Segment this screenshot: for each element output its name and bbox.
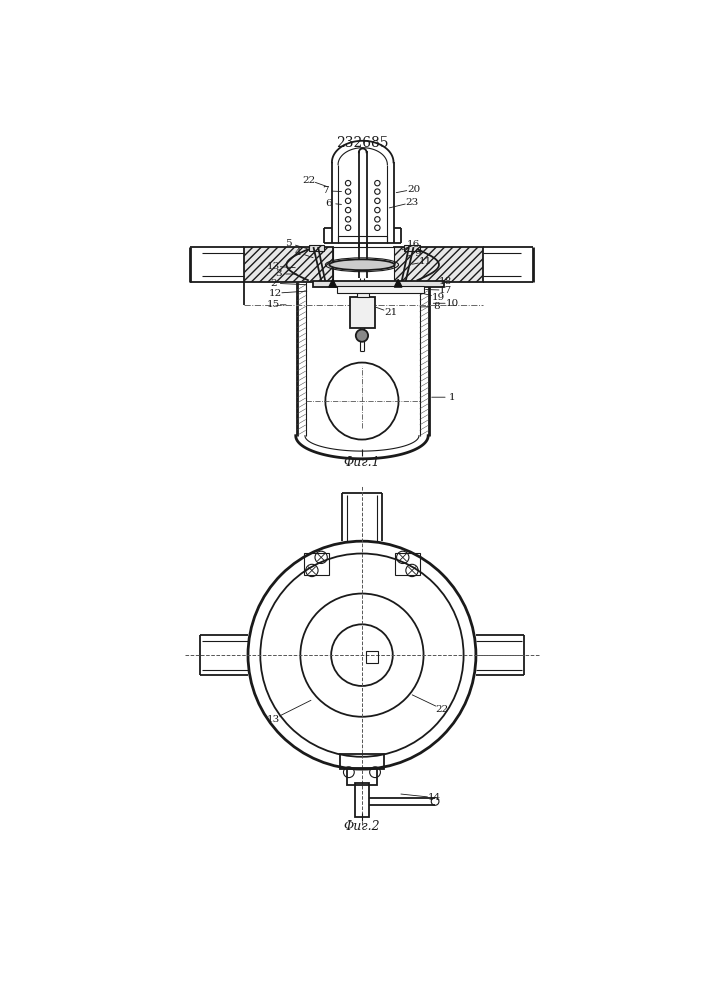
Text: 6: 6 xyxy=(325,199,332,208)
Text: 8: 8 xyxy=(433,302,440,311)
Text: 2: 2 xyxy=(270,279,276,288)
Text: Φиг.1: Φиг.1 xyxy=(344,456,380,469)
Text: 3: 3 xyxy=(276,269,282,278)
Text: 10: 10 xyxy=(445,299,459,308)
Text: 1: 1 xyxy=(449,393,455,402)
Text: Φиг.2: Φиг.2 xyxy=(344,820,380,833)
Bar xyxy=(309,245,325,251)
Bar xyxy=(340,754,383,769)
Bar xyxy=(333,247,395,282)
Text: 11: 11 xyxy=(419,257,432,266)
Bar xyxy=(337,286,424,293)
Text: 5: 5 xyxy=(286,239,292,248)
Text: 22: 22 xyxy=(436,705,449,714)
Bar xyxy=(244,247,333,282)
Bar xyxy=(356,282,369,297)
Text: 15: 15 xyxy=(267,300,280,309)
Text: 16: 16 xyxy=(407,240,420,249)
Bar xyxy=(304,553,329,575)
Text: 9: 9 xyxy=(414,249,421,258)
Bar xyxy=(404,245,420,251)
Text: 18: 18 xyxy=(439,277,452,286)
Bar xyxy=(395,553,420,575)
Text: 13: 13 xyxy=(267,715,280,724)
Text: 21: 21 xyxy=(384,308,397,317)
Text: 14: 14 xyxy=(428,793,441,802)
Text: 12: 12 xyxy=(269,289,281,298)
Text: 23: 23 xyxy=(405,198,419,207)
Polygon shape xyxy=(329,279,337,287)
Circle shape xyxy=(356,329,368,342)
Bar xyxy=(355,783,369,817)
Bar xyxy=(366,651,378,663)
Text: 19: 19 xyxy=(431,293,445,302)
Text: 17: 17 xyxy=(439,286,452,295)
Bar xyxy=(351,297,375,328)
Text: 232685: 232685 xyxy=(336,136,388,150)
Bar xyxy=(346,768,378,785)
Bar xyxy=(313,281,444,287)
Bar xyxy=(395,247,483,282)
Polygon shape xyxy=(395,279,402,287)
Text: 13: 13 xyxy=(267,262,280,271)
Text: 7: 7 xyxy=(322,186,328,195)
Text: 4: 4 xyxy=(295,248,301,257)
Text: 20: 20 xyxy=(407,185,420,194)
Ellipse shape xyxy=(329,259,395,270)
Text: 22: 22 xyxy=(302,176,315,185)
